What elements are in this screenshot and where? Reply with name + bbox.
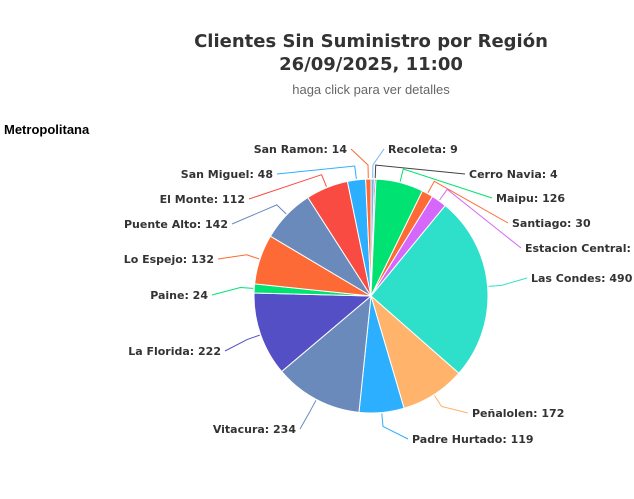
connector-cerro-navia [374, 164, 466, 179]
connector-puente-alto [231, 204, 287, 225]
data-label-puente-alto: Puente Alto: 142 [124, 218, 228, 231]
chart-subtitle[interactable]: haga click para ver detalles [292, 82, 450, 97]
chart-title-line1: Clientes Sin Suministro por Región [194, 31, 548, 52]
data-label-estacion-central: Estacion Central: 41 [525, 242, 634, 255]
pie-slices [253, 178, 489, 414]
connector-penalolen [434, 395, 469, 414]
connector-paine [211, 286, 254, 296]
data-label-vitacura: Vitacura: 234 [213, 423, 297, 436]
connector-recoleta [372, 148, 385, 179]
data-labels: Recoleta: 9 Cerro Navia: 4 Maipu: 126 Santi… [124, 143, 634, 446]
connector-lo-espejo [217, 254, 260, 260]
data-label-santiago: Santiago: 30 [512, 217, 591, 230]
region-label: Metropolitana [4, 122, 90, 137]
pie-slice-las-condes[interactable] [370, 204, 489, 374]
connector-maipu [399, 168, 493, 199]
data-label-san-miguel: San Miguel: 48 [181, 168, 273, 181]
chart-title: Clientes Sin Suministro por Región 26/09… [0, 30, 634, 76]
connector-san-ramon [350, 148, 369, 179]
data-label-penalolen: Peñalolen: 172 [472, 407, 564, 420]
chart-title-line2: 26/09/2025, 11:00 [279, 54, 463, 75]
connector-el-monte [248, 174, 327, 200]
data-label-el-monte: El Monte: 112 [160, 193, 245, 206]
data-label-las-condes: Las Condes: 490 [531, 272, 633, 285]
data-label-recoleta: Recoleta: 9 [388, 143, 458, 156]
data-label-la-florida: La Florida: 222 [128, 345, 221, 358]
data-label-cerro-navia: Cerro Navia: 4 [469, 168, 558, 181]
data-label-padre-hurtado: Padre Hurtado: 119 [412, 433, 534, 446]
connector-vitacura [299, 400, 317, 430]
connector-san-miguel [276, 165, 357, 179]
label-connectors [211, 148, 528, 440]
pie-slice-san-ramon[interactable] [365, 178, 372, 297]
connector-la-florida [224, 334, 260, 352]
connector-santiago [427, 180, 509, 224]
connector-estacion-central [439, 188, 522, 249]
pie-slice-la-florida[interactable] [253, 292, 373, 373]
data-label-san-ramon: San Ramon: 14 [254, 143, 348, 156]
data-label-lo-espejo: Lo Espejo: 132 [124, 253, 214, 266]
data-label-paine: Paine: 24 [150, 289, 208, 302]
connector-padre-hurtado [381, 413, 409, 440]
connector-las-condes [488, 277, 528, 287]
data-label-maipu: Maipu: 126 [496, 192, 565, 205]
pie-slice-vitacura[interactable] [280, 294, 372, 413]
